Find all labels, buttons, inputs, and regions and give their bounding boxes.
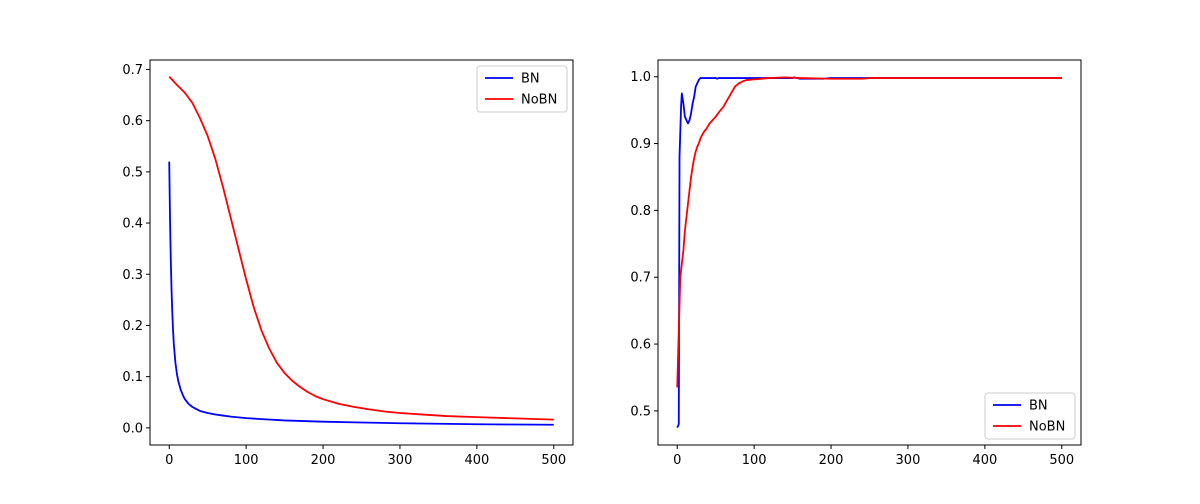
y-tick-label: 0.2	[122, 319, 143, 334]
axes-frame	[149, 59, 574, 446]
y-tick-label: 0.7	[122, 63, 143, 78]
y-tick-label: 0.9	[630, 137, 651, 152]
series-line-bn	[168, 161, 554, 426]
x-tick-label: 300	[388, 453, 413, 468]
x-tick-label: 0	[673, 453, 681, 468]
legend: BN NoBN	[476, 65, 568, 113]
legend-label-bn: BN	[521, 72, 540, 87]
legend: BN NoBN	[984, 392, 1076, 440]
x-tick-label: 500	[1049, 453, 1074, 468]
y-tick-label: 0.0	[122, 421, 143, 436]
x-tick-label: 500	[541, 453, 566, 468]
y-tick-label: 0.6	[122, 114, 143, 129]
series-line-nobn	[168, 76, 554, 421]
x-tick-label: 0	[165, 453, 173, 468]
x-tick-label: 200	[819, 453, 844, 468]
x-tick-label: 300	[896, 453, 921, 468]
y-tick-label: 0.4	[122, 217, 143, 232]
y-tick-label: 0.5	[630, 404, 651, 419]
y-tick-label: 0.8	[630, 204, 651, 219]
y-tick-label: 0.3	[122, 268, 143, 283]
axes-frame	[657, 59, 1082, 446]
y-tick-label: 1.0	[630, 70, 651, 85]
series-line-bn	[676, 76, 1062, 428]
x-tick-label: 100	[234, 453, 259, 468]
x-tick-label: 200	[311, 453, 336, 468]
y-tick-label: 0.7	[630, 271, 651, 286]
legend-label-nobn: NoBN	[1029, 420, 1065, 435]
series-line-nobn	[676, 76, 1062, 388]
y-tick-label: 0.5	[122, 165, 143, 180]
y-tick-label: 0.1	[122, 370, 143, 385]
x-tick-label: 100	[742, 453, 767, 468]
legend-label-nobn: NoBN	[521, 93, 557, 108]
chart-panel-1: 0 100 200 300 400 500 0.0 0.1 0.2 0.3 0.4 0.5 0.6 0.7…	[122, 59, 574, 468]
x-tick-label: 400	[972, 453, 997, 468]
y-tick-label: 0.6	[630, 338, 651, 353]
x-tick-label: 400	[464, 453, 489, 468]
chart-panel-2: 0 100 200 300 400 500 0.5 0.6 0.7 0.8 0.9 1.0 BN NoBN	[630, 59, 1082, 468]
legend-label-bn: BN	[1029, 399, 1048, 414]
